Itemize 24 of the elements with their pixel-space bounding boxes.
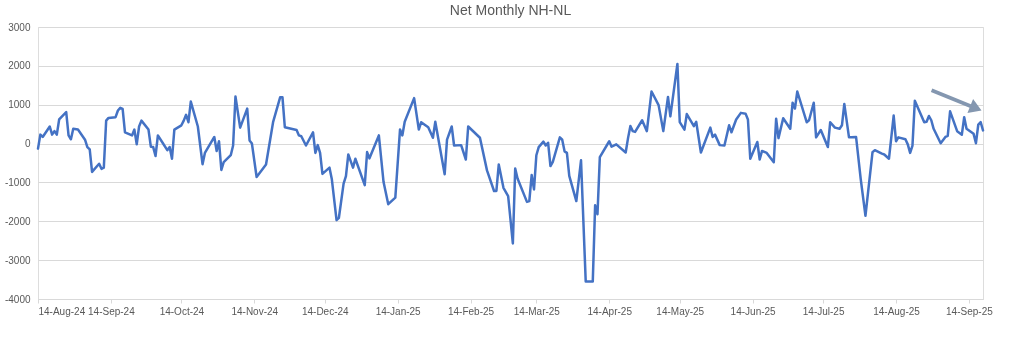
x-tick-label: 14-Mar-25 xyxy=(513,305,561,317)
y-tick-label: -1000 xyxy=(4,176,31,188)
x-tick-label: 14-Sep-25 xyxy=(946,305,994,317)
line-series xyxy=(36,62,985,283)
y-tick-label: -3000 xyxy=(4,254,31,266)
x-tick-label: 14-Oct-24 xyxy=(159,305,205,317)
y-tick-label: 1000 xyxy=(8,99,31,111)
x-tick-label: 14-Nov-24 xyxy=(231,305,279,317)
x-tick-label: 14-Apr-25 xyxy=(587,305,633,317)
x-tick-label: 14-Aug-24 xyxy=(38,305,86,317)
y-tick-label: 2000 xyxy=(8,60,31,72)
x-tick-label: 14-Jun-25 xyxy=(730,305,777,317)
x-tick-label: 14-Aug-25 xyxy=(873,305,921,317)
y-tick-label: 0 xyxy=(24,138,31,150)
x-tick-label: 14-May-25 xyxy=(656,305,705,317)
x-tick-label: 14-Jan-25 xyxy=(375,305,422,317)
x-tick-label: 14-Feb-25 xyxy=(447,305,495,317)
x-tick-label: 14-Sep-24 xyxy=(88,305,136,317)
x-tick-label: 14-Dec-24 xyxy=(301,305,350,317)
x-tick-label: 14-Jul-25 xyxy=(802,305,845,317)
chart-title: Net Monthly NH-NL xyxy=(449,2,572,18)
y-tick-label: -2000 xyxy=(4,215,31,227)
y-tick-label: -4000 xyxy=(4,293,31,305)
y-tick-label: 3000 xyxy=(8,21,31,33)
